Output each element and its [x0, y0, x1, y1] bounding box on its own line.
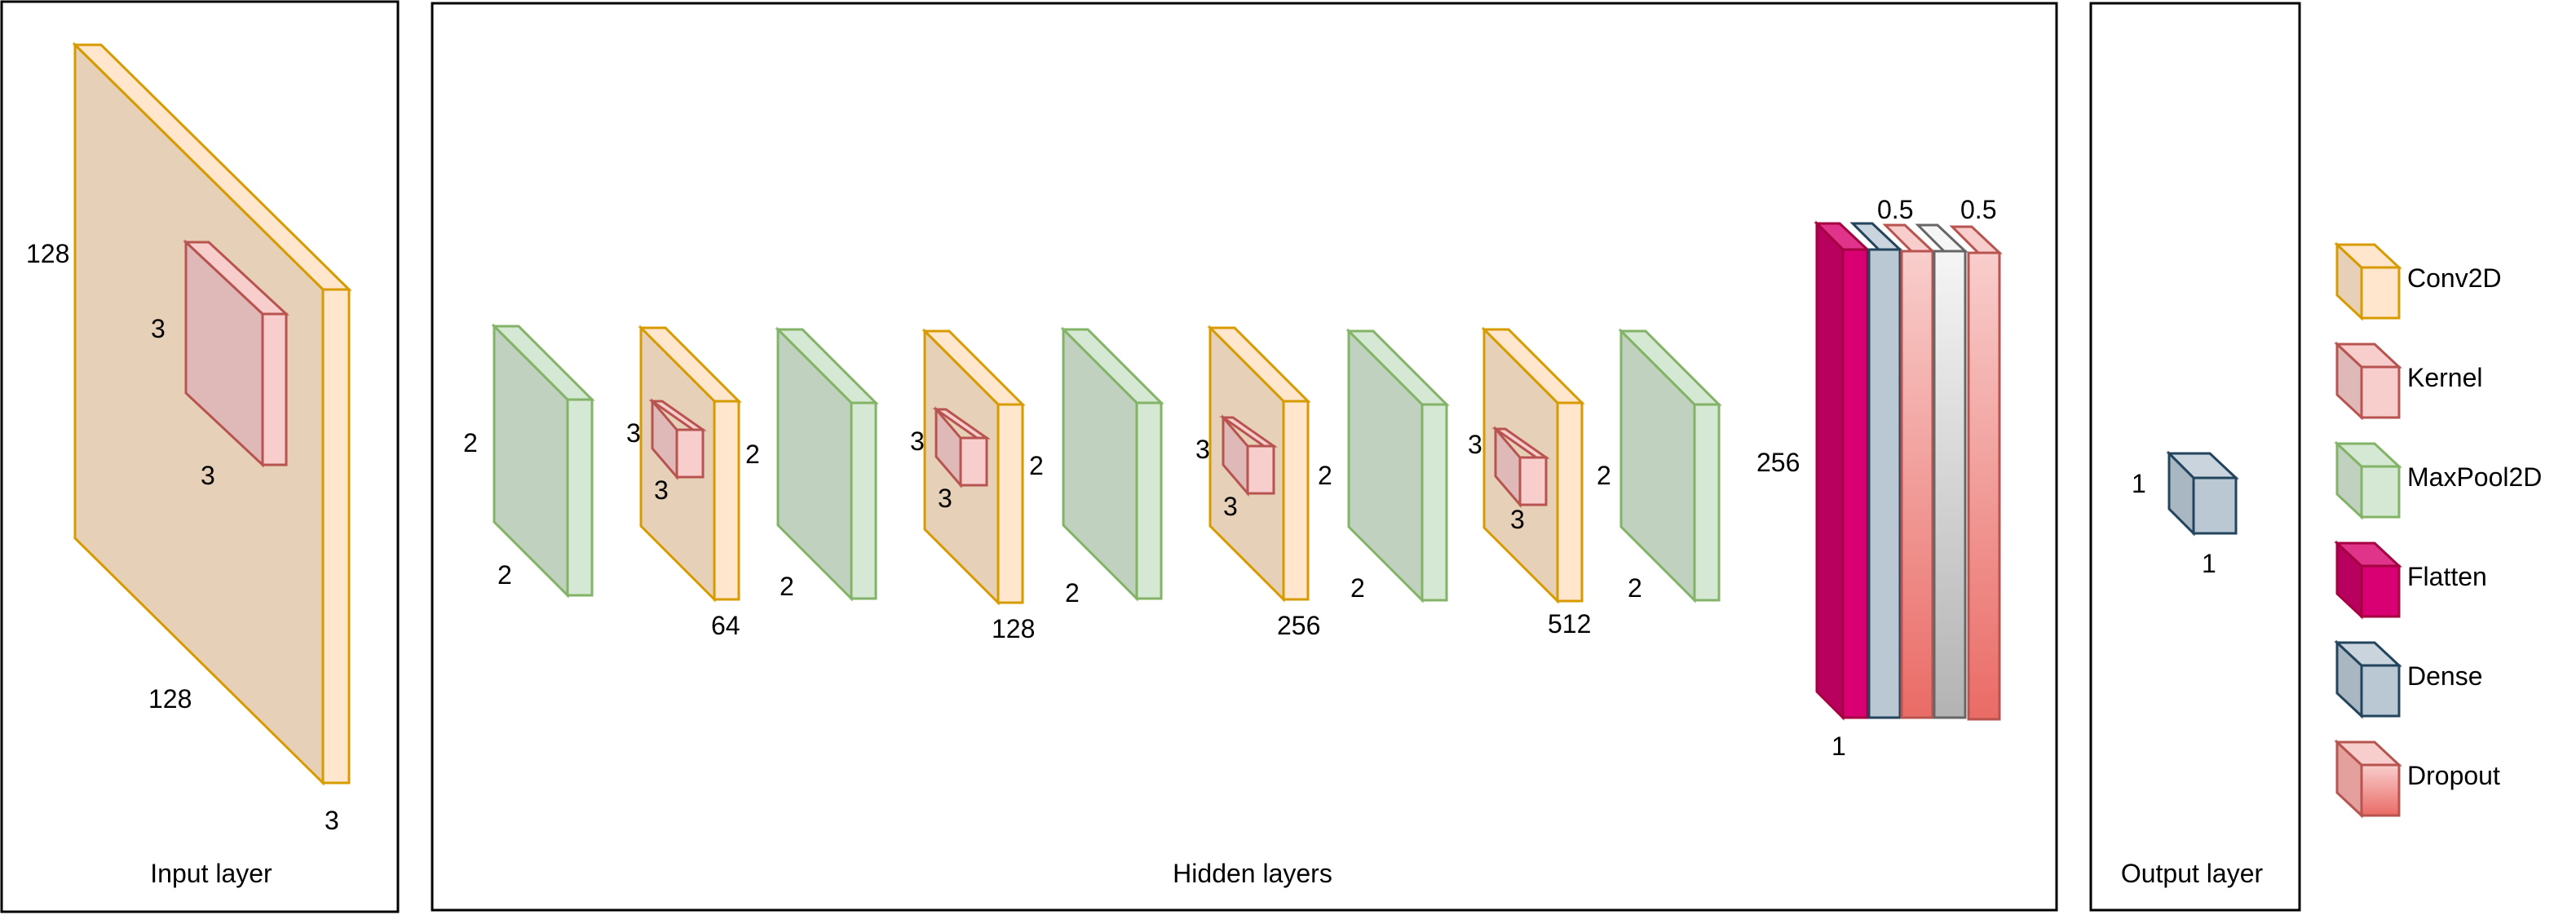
conv-2-height-label: 2 — [1029, 451, 1044, 480]
legend-item-flatten: Flatten — [2334, 540, 2487, 620]
maxpool-5-width-label: 2 — [1628, 573, 1642, 603]
maxpool-5-block — [1618, 328, 1722, 603]
legend-swatch-front-dropout — [2360, 763, 2401, 817]
legend-label-dense: Dense — [2407, 661, 2483, 691]
dropout-2-block — [1949, 225, 2003, 721]
legend-item-kernel: Kernel — [2334, 341, 2483, 421]
flatten-width-label: 1 — [1831, 732, 1846, 761]
output-height-label: 1 — [2132, 469, 2146, 498]
maxpool-4-block — [1345, 328, 1450, 603]
flatten-block — [1814, 220, 1871, 721]
conv-1-kernel-width-label: 3 — [654, 475, 669, 505]
maxpool-1-height-label: 2 — [463, 428, 478, 458]
legend-label-maxpool2d: MaxPool2D — [2407, 462, 2542, 492]
output-layer-title: Output layer — [2121, 859, 2264, 888]
maxpool-2-block — [775, 326, 879, 602]
conv-4-filters-label: 512 — [1548, 609, 1591, 639]
conv-3-kernel-height-label: 3 — [1195, 435, 1210, 464]
conv-1-filters-label: 64 — [711, 611, 740, 640]
legend-label-flatten: Flatten — [2407, 562, 2487, 591]
conv-1-height-label: 2 — [745, 440, 760, 469]
legend-swatch-front-kernel — [2360, 365, 2401, 419]
legend-label-dropout: Dropout — [2407, 761, 2500, 790]
conv-4-height-label: 2 — [1597, 461, 1611, 490]
conv-2-kernel-height-label: 3 — [910, 427, 925, 456]
conv-3-kernel-width-label: 3 — [1223, 492, 1238, 521]
input-conv-width-label: 128 — [148, 684, 192, 714]
conv-4-kernel-width-label: 3 — [1510, 505, 1525, 534]
conv-3-kernel — [1219, 413, 1278, 497]
input-layer-panel — [0, 0, 400, 913]
legend-item-dropout: Dropout — [2334, 739, 2500, 819]
maxpool-3-block — [1060, 326, 1164, 602]
hidden-layers-title: Hidden layers — [1173, 859, 1332, 888]
legend-label-conv2d: Conv2D — [2407, 263, 2502, 293]
hidden-layers-panel — [431, 2, 2058, 912]
input-kernel-block — [183, 239, 289, 468]
flatten-height-label: 256 — [1756, 448, 1800, 477]
dropout-1-rate-label: 0.5 — [1877, 195, 1913, 224]
legend-swatch-front-dense — [2360, 664, 2401, 718]
legend: Conv2D Kernel MaxPool2D Flatten Dense Dropout — [2334, 241, 2542, 819]
legend-item-maxpool2d: MaxPool2D — [2334, 440, 2542, 520]
legend-swatch-front-flatten — [2360, 564, 2401, 618]
legend-swatch-front-maxpool2d — [2360, 465, 2401, 519]
input-layer-title: Input layer — [150, 859, 272, 888]
conv-1-kernel-height-label: 3 — [626, 418, 641, 448]
output-layer-panel — [2089, 2, 2301, 912]
maxpool-1-block — [491, 323, 595, 599]
legend-item-conv2d: Conv2D — [2334, 241, 2502, 321]
output-dense-cube — [2166, 450, 2239, 537]
conv-4-kernel — [1491, 425, 1550, 509]
output-width-label: 1 — [2202, 549, 2216, 578]
legend-item-dense: Dense — [2334, 639, 2483, 719]
maxpool-1-width-label: 2 — [497, 560, 512, 590]
input-conv-height-label: 128 — [26, 239, 69, 268]
maxpool-3-width-label: 2 — [1065, 578, 1080, 608]
dropout-2-rate-label: 0.5 — [1960, 195, 1996, 224]
legend-label-kernel: Kernel — [2407, 363, 2483, 392]
legend-swatch-front-conv2d — [2360, 266, 2401, 320]
conv-4-kernel-height-label: 3 — [1468, 430, 1482, 459]
conv-3-height-label: 2 — [1318, 461, 1332, 490]
conv-2-kernel — [932, 405, 991, 489]
input-conv-depth-label: 3 — [325, 806, 339, 835]
input-kernel-width-label: 3 — [201, 461, 215, 490]
conv-2-filters-label: 128 — [992, 614, 1035, 643]
grey-block — [1915, 223, 1968, 719]
dropout-1-block — [1882, 223, 1936, 719]
input-kernel-height-label: 3 — [151, 314, 166, 343]
input-conv-block — [72, 42, 352, 786]
maxpool-4-width-label: 2 — [1350, 573, 1365, 603]
conv-2-kernel-width-label: 3 — [938, 484, 952, 513]
dense-block — [1849, 222, 1903, 719]
conv-3-filters-label: 256 — [1277, 611, 1320, 640]
maxpool-2-width-label: 2 — [780, 572, 794, 601]
conv-1-kernel — [648, 397, 707, 481]
